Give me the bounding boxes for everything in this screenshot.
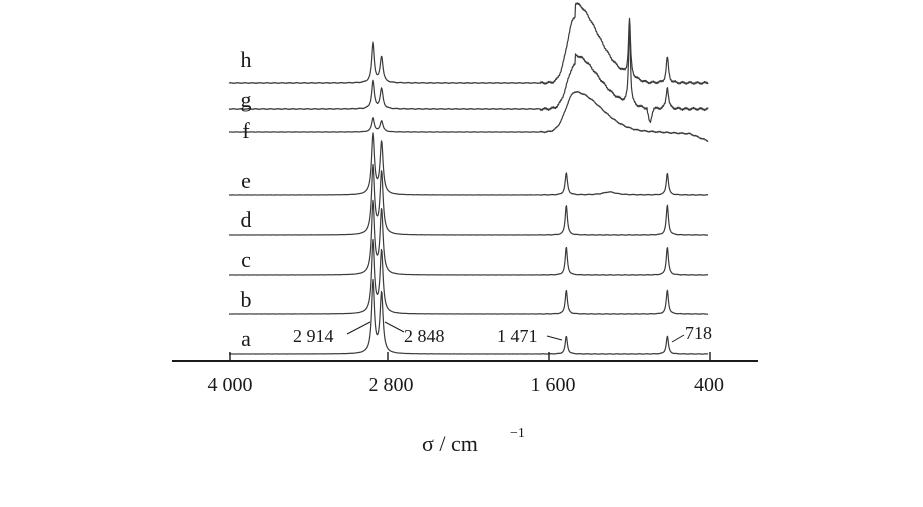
series-label-e: e: [241, 168, 251, 193]
annotation-1471-leader: [546, 335, 563, 341]
x-axis-label: σ / cm: [422, 431, 478, 456]
annotation-2848-leader: [384, 321, 405, 333]
annotation-2914-leader: [346, 321, 371, 335]
annotation-718-leader: [671, 334, 685, 343]
annotation-1471: 1 471: [497, 326, 538, 346]
series-label-a: a: [241, 326, 251, 351]
series-label-f: f: [242, 118, 250, 143]
peak-annotations: 2 914 2 848 1 471 718: [293, 321, 712, 346]
x-tick-label-1600: 1 600: [531, 374, 576, 396]
series-label-g: g: [241, 87, 252, 112]
spectrum-line-b: [228, 238, 709, 315]
series-labels: h g f e d c b a: [241, 47, 252, 351]
x-tick-label-400: 400: [694, 374, 724, 396]
spectrum-line-c: [228, 199, 709, 276]
spectrum-line-h: [228, 2, 709, 86]
spectrum-line-f: [228, 90, 709, 143]
annotation-2848: 2 848: [404, 326, 445, 346]
spectrum-line-a: [228, 278, 709, 355]
series-label-d: d: [241, 207, 252, 232]
spectrum-line-g: [228, 23, 709, 124]
spectrum-line-e: [228, 132, 709, 196]
x-tick-label-2800: 2 800: [369, 374, 414, 396]
x-axis-title: σ / cm −1: [422, 426, 525, 456]
annotation-2914: 2 914: [293, 326, 334, 346]
series-label-b: b: [241, 287, 252, 312]
x-axis-label-superscript: −1: [510, 426, 525, 441]
x-tick-label-4000: 4 000: [208, 374, 253, 396]
spectrum-line-d: [228, 163, 709, 236]
annotation-718: 718: [685, 323, 712, 343]
spectrum-traces: [228, 2, 709, 355]
series-label-h: h: [241, 47, 252, 72]
series-label-c: c: [241, 247, 251, 272]
x-axis: 4 000 2 800 1 600 400: [172, 352, 758, 396]
